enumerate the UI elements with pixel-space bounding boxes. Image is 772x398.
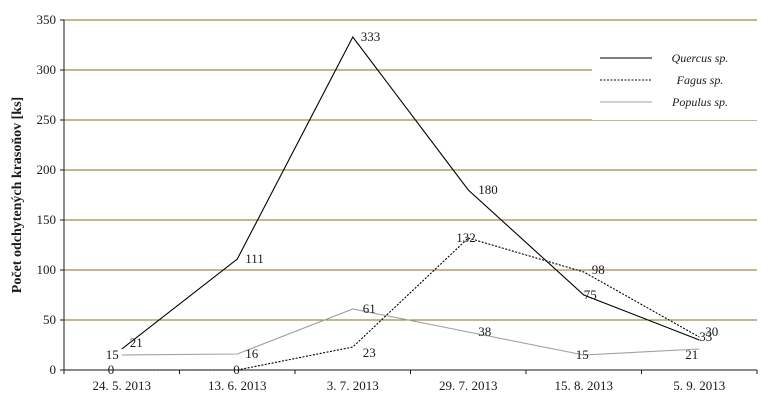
data-label: 15 bbox=[106, 347, 119, 362]
data-label: 15 bbox=[576, 347, 589, 362]
y-tick-label: 250 bbox=[37, 112, 57, 127]
data-label: 0 bbox=[233, 362, 240, 377]
gridlines bbox=[64, 19, 757, 321]
data-label: 61 bbox=[363, 301, 376, 316]
x-tick-label: 5. 9. 2013 bbox=[673, 378, 725, 393]
data-label: 30 bbox=[705, 324, 718, 339]
y-tick-label: 150 bbox=[37, 212, 57, 227]
y-tick-label: 350 bbox=[37, 12, 57, 27]
data-label: 180 bbox=[478, 182, 498, 197]
data-label: 16 bbox=[245, 346, 259, 361]
y-tick-label: 200 bbox=[37, 162, 57, 177]
data-label: 0 bbox=[108, 362, 115, 377]
data-label: 132 bbox=[456, 230, 476, 245]
y-tick-label: 300 bbox=[37, 62, 57, 77]
y-tick-label: 0 bbox=[50, 362, 57, 377]
x-tick-label: 29. 7. 2013 bbox=[439, 378, 498, 393]
data-label: 98 bbox=[592, 262, 605, 277]
data-label: 75 bbox=[584, 287, 597, 302]
y-axis-title: Počet odchytených krasoňov [ks] bbox=[10, 97, 25, 293]
y-tick-label: 50 bbox=[43, 312, 56, 327]
data-label: 38 bbox=[478, 324, 491, 339]
series-line-2 bbox=[121, 308, 700, 356]
legend: Quercus sp. Fagus sp. Populus sp. bbox=[592, 36, 757, 120]
series-line-0 bbox=[121, 35, 700, 350]
x-tick-label: 24. 5. 2013 bbox=[93, 378, 152, 393]
legend-label: Quercus sp. bbox=[672, 51, 729, 65]
series-line-1 bbox=[121, 237, 700, 371]
data-label: 333 bbox=[361, 29, 381, 44]
y-tick-label: 100 bbox=[37, 262, 57, 277]
series-lines bbox=[121, 35, 700, 371]
x-tick-label: 15. 8. 2013 bbox=[555, 378, 614, 393]
data-label: 21 bbox=[685, 347, 698, 362]
legend-box bbox=[592, 36, 757, 120]
legend-label: Populus sp. bbox=[671, 95, 728, 109]
data-label: 111 bbox=[245, 251, 264, 266]
data-label: 33 bbox=[699, 329, 712, 344]
x-tick-label: 3. 7. 2013 bbox=[327, 378, 379, 393]
legend-label: Fagus sp. bbox=[676, 73, 724, 87]
x-tick-label: 13. 6. 2013 bbox=[208, 378, 267, 393]
data-label: 21 bbox=[130, 335, 143, 350]
data-labels: 21 111 333 180 75 30 0 0 23 132 98 33 15 16 61 38 15 21 bbox=[106, 29, 719, 377]
data-label: 23 bbox=[363, 345, 376, 360]
